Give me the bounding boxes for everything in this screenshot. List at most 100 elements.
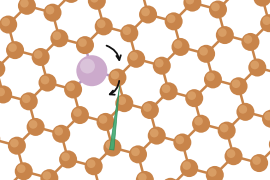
Circle shape (43, 4, 62, 22)
Circle shape (76, 36, 94, 54)
Circle shape (53, 31, 61, 40)
Circle shape (20, 92, 38, 110)
Circle shape (90, 0, 99, 3)
Circle shape (150, 129, 158, 137)
Circle shape (29, 120, 38, 129)
Circle shape (230, 77, 248, 95)
Circle shape (62, 0, 80, 3)
Circle shape (40, 169, 58, 180)
Circle shape (95, 17, 113, 35)
Polygon shape (110, 85, 120, 150)
Circle shape (78, 38, 87, 47)
Circle shape (192, 115, 210, 133)
Circle shape (160, 82, 178, 100)
Circle shape (73, 108, 82, 117)
Circle shape (227, 149, 235, 158)
Circle shape (251, 61, 259, 69)
Circle shape (187, 91, 196, 100)
Circle shape (0, 88, 5, 96)
Circle shape (127, 50, 145, 68)
Circle shape (0, 86, 12, 104)
Circle shape (232, 79, 240, 88)
Circle shape (0, 60, 5, 78)
Circle shape (0, 15, 17, 33)
Circle shape (8, 137, 26, 155)
Circle shape (253, 0, 270, 7)
Circle shape (66, 83, 75, 91)
Circle shape (211, 3, 220, 11)
Circle shape (208, 168, 217, 177)
Circle shape (97, 113, 114, 131)
Circle shape (143, 103, 152, 112)
Circle shape (218, 28, 227, 37)
Circle shape (15, 162, 33, 180)
Circle shape (76, 55, 107, 86)
Circle shape (180, 159, 198, 177)
Circle shape (138, 173, 147, 180)
Circle shape (182, 161, 191, 170)
Circle shape (197, 45, 215, 63)
Circle shape (129, 145, 147, 163)
Circle shape (50, 29, 68, 47)
Circle shape (141, 8, 150, 16)
Circle shape (185, 0, 194, 4)
Circle shape (173, 134, 191, 152)
Circle shape (155, 59, 164, 68)
Circle shape (250, 154, 268, 172)
Circle shape (17, 164, 26, 173)
Circle shape (97, 20, 106, 28)
Circle shape (220, 124, 228, 132)
Circle shape (165, 12, 183, 30)
Circle shape (136, 171, 154, 180)
Circle shape (1, 18, 10, 26)
Circle shape (27, 118, 45, 136)
Circle shape (80, 59, 95, 73)
Circle shape (34, 50, 42, 59)
Circle shape (269, 135, 270, 153)
Circle shape (61, 152, 70, 161)
Circle shape (103, 138, 122, 156)
Circle shape (248, 58, 266, 76)
Circle shape (244, 35, 252, 44)
Circle shape (115, 94, 133, 112)
Circle shape (32, 48, 50, 66)
Circle shape (161, 178, 180, 180)
Circle shape (71, 106, 89, 124)
Circle shape (204, 70, 222, 88)
Circle shape (39, 74, 56, 92)
Circle shape (167, 15, 176, 23)
Circle shape (153, 57, 171, 75)
Circle shape (87, 159, 96, 168)
Circle shape (8, 43, 17, 52)
Circle shape (46, 6, 54, 14)
Circle shape (64, 80, 82, 98)
Circle shape (176, 136, 184, 144)
Circle shape (264, 112, 270, 121)
Circle shape (260, 14, 270, 32)
Circle shape (194, 117, 203, 125)
Circle shape (131, 148, 140, 156)
Circle shape (239, 105, 247, 114)
Circle shape (141, 101, 159, 119)
Circle shape (237, 103, 254, 121)
Circle shape (123, 26, 131, 35)
Circle shape (209, 1, 227, 19)
Circle shape (241, 33, 259, 51)
Circle shape (42, 171, 51, 180)
Circle shape (6, 41, 24, 59)
Circle shape (185, 89, 203, 107)
Circle shape (206, 73, 215, 81)
Circle shape (174, 40, 182, 49)
Circle shape (162, 84, 170, 93)
Circle shape (262, 110, 270, 128)
Circle shape (22, 94, 31, 103)
Circle shape (171, 38, 190, 56)
Circle shape (41, 76, 49, 84)
Circle shape (218, 122, 236, 140)
Circle shape (129, 52, 138, 61)
Circle shape (225, 147, 242, 165)
Circle shape (99, 115, 107, 124)
FancyArrowPatch shape (107, 46, 121, 60)
Circle shape (120, 24, 138, 42)
Circle shape (262, 16, 270, 25)
